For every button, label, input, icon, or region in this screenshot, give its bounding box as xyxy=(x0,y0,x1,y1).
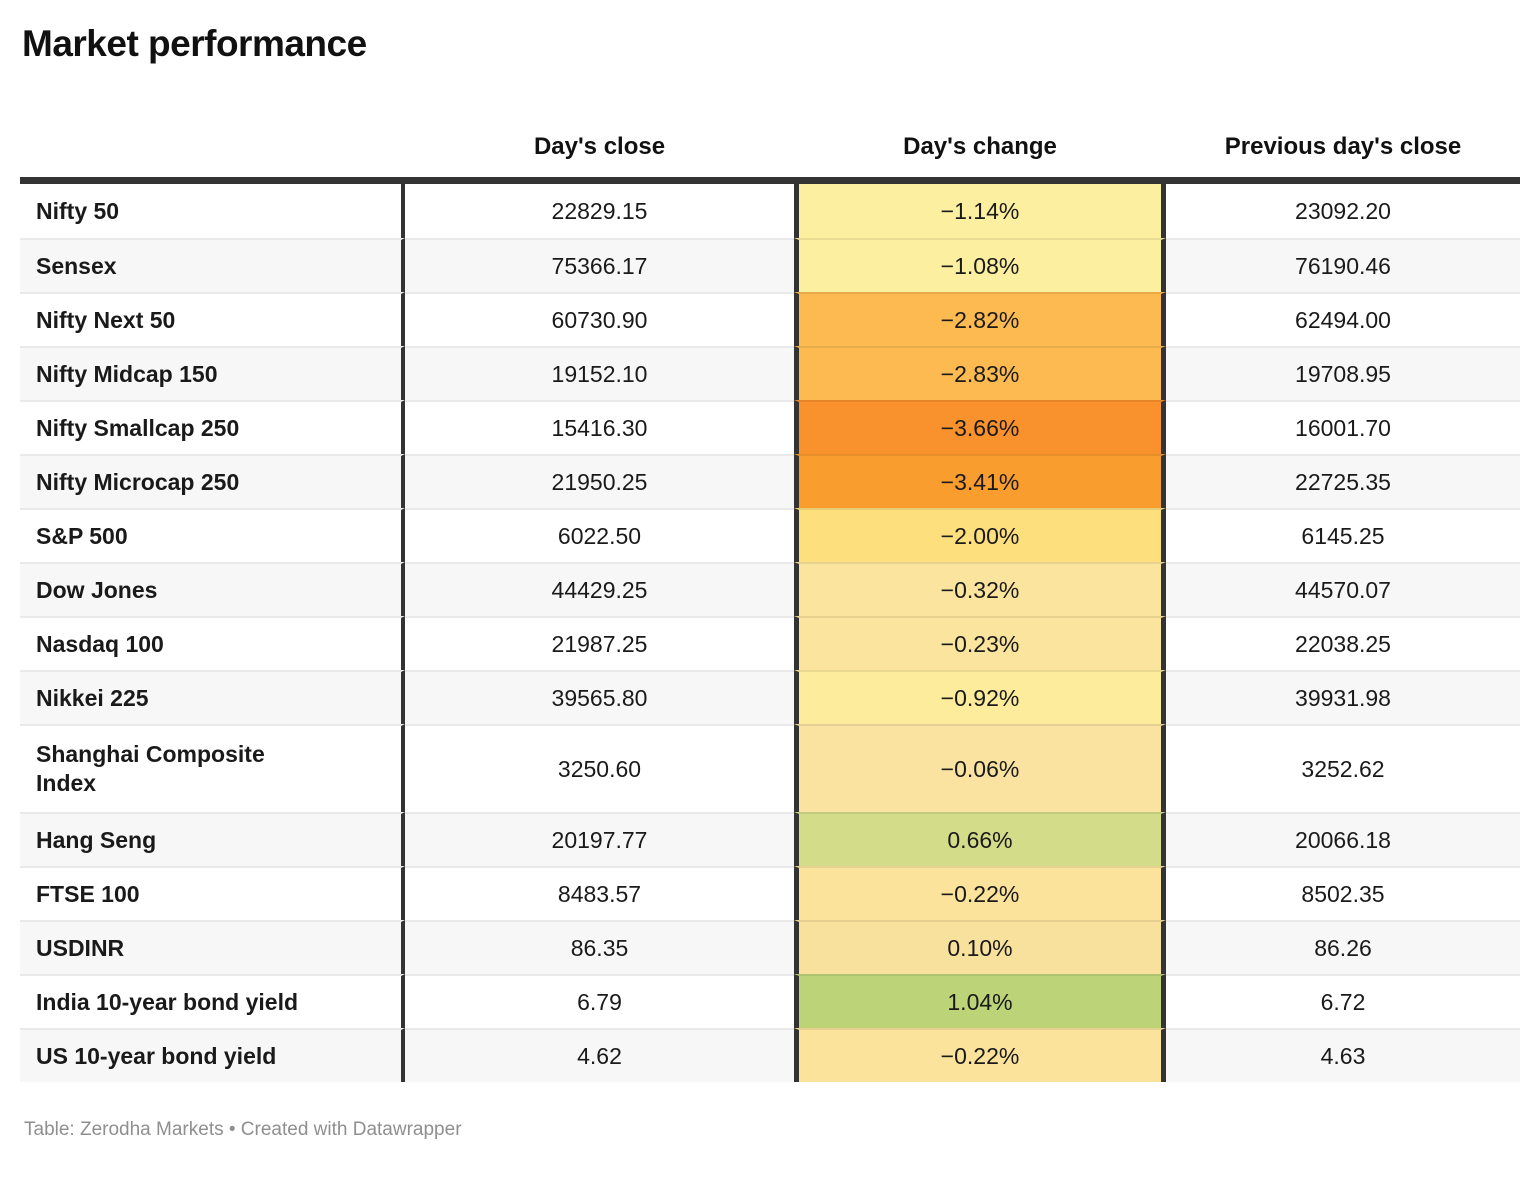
table-row: Nifty Microcap 250 21950.25 −3.41% 22725… xyxy=(20,454,1520,508)
previous-close-value: 4.63 xyxy=(1166,1028,1520,1082)
row-label: FTSE 100 xyxy=(20,866,405,920)
days-close-value: 75366.17 xyxy=(405,238,794,292)
table-row: USDINR 86.35 0.10% 86.26 xyxy=(20,920,1520,974)
table-row: Shanghai Composite Index 3250.60 −0.06% … xyxy=(20,724,1520,812)
days-change-cell: −3.66% xyxy=(794,400,1166,454)
table-header-row: Day's close Day's change Previous day's … xyxy=(20,64,1520,177)
row-label: Hang Seng xyxy=(20,812,405,866)
days-close-value: 44429.25 xyxy=(405,562,794,616)
row-label: Nikkei 225 xyxy=(20,670,405,724)
table-row: Nifty 50 22829.15 −1.14% 23092.20 xyxy=(20,184,1520,238)
row-label: USDINR xyxy=(20,920,405,974)
days-close-value: 22829.15 xyxy=(551,197,648,224)
days-close-value: 6.79 xyxy=(405,974,794,1028)
page: Market performance Day's close Day's cha… xyxy=(0,24,1540,1141)
previous-close-value: 76190.46 xyxy=(1166,238,1520,292)
days-close-value: 86.35 xyxy=(405,920,794,974)
days-change-cell: −0.22% xyxy=(794,866,1166,920)
previous-close-value: 16001.70 xyxy=(1166,400,1520,454)
table-row: Nasdaq 100 21987.25 −0.23% 22038.25 xyxy=(20,616,1520,670)
days-change-cell: −0.06% xyxy=(794,724,1166,812)
days-close-value: 4.62 xyxy=(405,1028,794,1082)
previous-close-value: 6.72 xyxy=(1166,974,1520,1028)
days-close-value: 39565.80 xyxy=(405,670,794,724)
row-label: Sensex xyxy=(20,238,405,292)
days-change-cell: −1.14% xyxy=(794,184,1166,238)
page-title: Market performance xyxy=(22,23,367,64)
row-label: US 10-year bond yield xyxy=(20,1028,405,1082)
days-close-value: 3250.60 xyxy=(405,724,794,812)
previous-close-value: 8502.35 xyxy=(1166,866,1520,920)
previous-close-value: 86.26 xyxy=(1166,920,1520,974)
days-close-value: 15416.30 xyxy=(405,400,794,454)
days-change-cell: −0.23% xyxy=(794,616,1166,670)
header-days-close: Day's close xyxy=(533,133,666,160)
days-close-value: 19152.10 xyxy=(405,346,794,400)
days-change-cell: −2.83% xyxy=(794,346,1166,400)
row-label: Dow Jones xyxy=(20,562,405,616)
days-change-cell: −3.41% xyxy=(794,454,1166,508)
days-close-value: 21950.25 xyxy=(405,454,794,508)
previous-close-value: 44570.07 xyxy=(1166,562,1520,616)
table-row: FTSE 100 8483.57 −0.22% 8502.35 xyxy=(20,866,1520,920)
previous-close-value: 19708.95 xyxy=(1166,346,1520,400)
previous-close-value: 3252.62 xyxy=(1166,724,1520,812)
days-close-value: 8483.57 xyxy=(405,866,794,920)
market-performance-table: Nifty 50 22829.15 −1.14% 23092.20 Sensex… xyxy=(20,177,1520,1082)
table-row: Dow Jones 44429.25 −0.32% 44570.07 xyxy=(20,562,1520,616)
table-row: US 10-year bond yield 4.62 −0.22% 4.63 xyxy=(20,1028,1520,1082)
previous-close-value: 39931.98 xyxy=(1166,670,1520,724)
days-close-value: 6022.50 xyxy=(405,508,794,562)
days-change-cell: −0.22% xyxy=(794,1028,1166,1082)
days-change-cell: −2.00% xyxy=(794,508,1166,562)
table-row: Nifty Smallcap 250 15416.30 −3.66% 16001… xyxy=(20,400,1520,454)
previous-close-value: 6145.25 xyxy=(1166,508,1520,562)
previous-close-value: 20066.18 xyxy=(1166,812,1520,866)
days-change-cell: −2.82% xyxy=(794,292,1166,346)
table-footer-credit: Table: Zerodha Markets • Created with Da… xyxy=(24,1119,462,1140)
row-label: India 10-year bond yield xyxy=(20,974,405,1028)
previous-close-value: 22725.35 xyxy=(1166,454,1520,508)
days-close-value: 21987.25 xyxy=(405,616,794,670)
row-label: Shanghai Composite Index xyxy=(20,724,405,812)
previous-close-value: 22038.25 xyxy=(1166,616,1520,670)
row-label: S&P 500 xyxy=(20,508,405,562)
days-close-value: 60730.90 xyxy=(405,292,794,346)
previous-close-value: 23092.20 xyxy=(1295,197,1391,224)
row-label: Nifty Midcap 150 xyxy=(20,346,405,400)
row-label: Nifty 50 xyxy=(20,184,405,238)
days-change-cell: 0.10% xyxy=(794,920,1166,974)
header-days-change: Day's change xyxy=(903,133,1057,160)
table-row: S&P 500 6022.50 −2.00% 6145.25 xyxy=(20,508,1520,562)
row-label: Nifty Next 50 xyxy=(20,292,405,346)
days-change-cell: −0.92% xyxy=(794,670,1166,724)
row-label: Nifty Smallcap 250 xyxy=(20,400,405,454)
table-row: India 10-year bond yield 6.79 1.04% 6.72 xyxy=(20,974,1520,1028)
table-row: Hang Seng 20197.77 0.66% 20066.18 xyxy=(20,812,1520,866)
table-row: Nikkei 225 39565.80 −0.92% 39931.98 xyxy=(20,670,1520,724)
header-previous-days-close: Previous day's close xyxy=(1224,133,1462,160)
row-label: Nifty Microcap 250 xyxy=(20,454,405,508)
days-change-cell: −1.08% xyxy=(794,238,1166,292)
table-row: Nifty Midcap 150 19152.10 −2.83% 19708.9… xyxy=(20,346,1520,400)
table-row: Nifty Next 50 60730.90 −2.82% 62494.00 xyxy=(20,292,1520,346)
days-change-cell: 1.04% xyxy=(794,974,1166,1028)
previous-close-value: 62494.00 xyxy=(1166,292,1520,346)
days-close-value: 20197.77 xyxy=(405,812,794,866)
days-change-cell: 0.66% xyxy=(794,812,1166,866)
row-label: Nasdaq 100 xyxy=(20,616,405,670)
table-row: Sensex 75366.17 −1.08% 76190.46 xyxy=(20,238,1520,292)
days-change-cell: −0.32% xyxy=(794,562,1166,616)
